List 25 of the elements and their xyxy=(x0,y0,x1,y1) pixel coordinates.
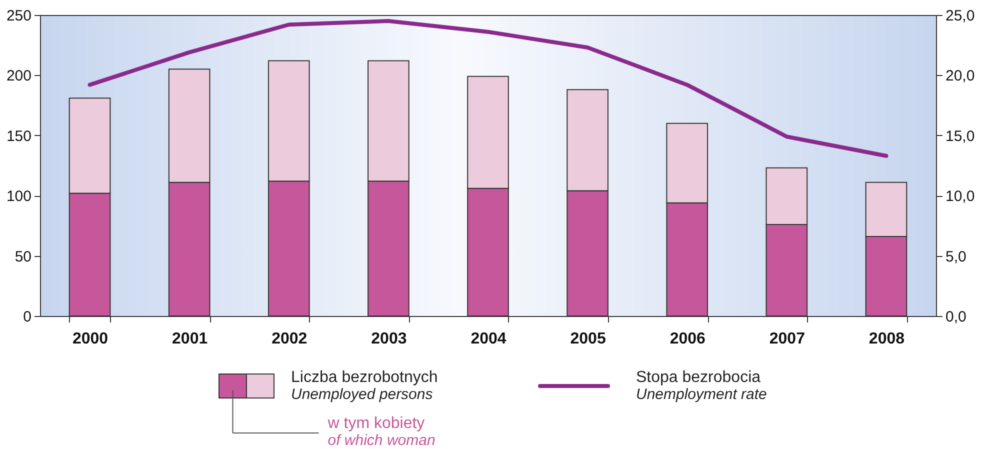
legend-label: Stopa bezrobocia Unemployment rate xyxy=(636,369,767,403)
y2-tick-label: 25,0 xyxy=(946,8,975,24)
y2-tick-label: 10,0 xyxy=(946,188,975,206)
y-tick-label: 150 xyxy=(6,128,32,145)
x-tick-label: 2003 xyxy=(371,330,407,348)
x-tick-label: 2001 xyxy=(172,330,208,348)
y-tick-label: 0 xyxy=(23,308,32,326)
x-tick-label: 2008 xyxy=(868,330,905,348)
y-tick-label: 100 xyxy=(6,188,32,206)
x-tick-label: 2007 xyxy=(769,330,806,348)
x-tick-label: 2000 xyxy=(72,330,108,348)
y2-tick-label: 5,0 xyxy=(946,248,966,266)
line-series xyxy=(88,19,888,158)
x-tick-label: 2006 xyxy=(670,330,706,348)
y2-tick-label: 0,0 xyxy=(946,308,966,326)
x-tick-label: 2005 xyxy=(570,330,606,348)
x-tick-label: 2004 xyxy=(470,330,506,348)
y-tick-label: 250 xyxy=(6,8,32,24)
text: w tym kobiety of which woman xyxy=(326,415,436,449)
y-tick-label: 50 xyxy=(14,248,32,266)
y2-tick-label: 20,0 xyxy=(946,68,975,85)
legend-label: Liczba bezrobotnych Unemployed persons xyxy=(291,369,438,403)
y-tick-label: 200 xyxy=(6,68,32,85)
x-tick-label: 2002 xyxy=(272,330,308,348)
y2-tick-label: 15,0 xyxy=(946,128,975,145)
